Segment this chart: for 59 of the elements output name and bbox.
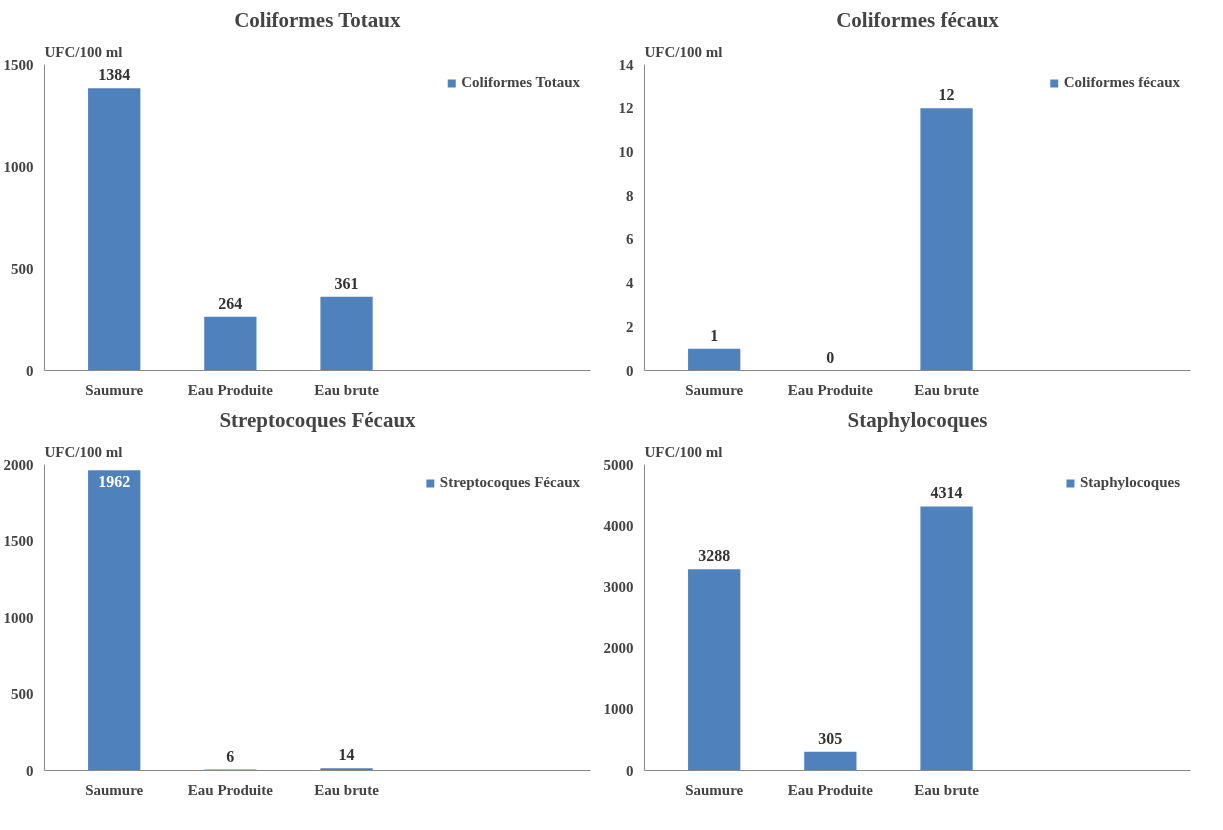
y-tick-label: 2000	[3, 456, 34, 473]
y-axis-title: UFC/100 ml	[644, 43, 723, 60]
y-tick-label: 2000	[603, 640, 634, 657]
y-tick-label: 0	[626, 362, 634, 379]
y-tick-label: 3000	[603, 578, 634, 595]
x-tick-label: Eau Produite	[187, 381, 274, 398]
data-label: 14	[338, 746, 355, 764]
y-tick-label: 0	[26, 762, 34, 779]
data-label: 12	[938, 86, 955, 104]
chart-title: Coliformes Totaux	[234, 7, 401, 32]
data-label: 1384	[98, 66, 131, 84]
y-tick-label: 1000	[3, 609, 34, 626]
y-tick-label: 1500	[3, 533, 34, 549]
y-tick-label: 14	[618, 56, 634, 73]
x-tick-label: Eau brute	[314, 381, 380, 398]
data-label: 264	[218, 294, 243, 312]
y-axis-title: UFC/100 ml	[44, 43, 123, 60]
x-tick-label: Saumure	[685, 781, 744, 798]
legend-label: Staphylocoques	[1079, 474, 1180, 491]
y-tick-label: 6	[626, 231, 634, 248]
y-tick-label: 5000	[603, 456, 634, 473]
y-tick-label: 2	[626, 318, 634, 335]
x-tick-label: Eau Produite	[787, 381, 874, 398]
chart-title: Coliformes fécaux	[836, 7, 1000, 32]
y-tick-label: 0	[626, 762, 634, 779]
legend-label: Streptocoques Fécaux	[439, 474, 580, 491]
data-label: 1962	[98, 473, 131, 491]
data-label: 3288	[698, 547, 731, 565]
x-tick-label: Eau Produite	[187, 781, 274, 798]
data-label: 6	[226, 747, 235, 765]
y-axis-title: UFC/100 ml	[44, 443, 123, 460]
data-label: 4314	[930, 484, 963, 502]
x-tick-label: Saumure	[85, 781, 144, 798]
y-tick-label: 12	[618, 100, 634, 117]
data-label: 1	[710, 326, 719, 344]
y-tick-label: 500	[11, 686, 34, 702]
y-tick-label: 0	[26, 362, 34, 379]
x-tick-label: Saumure	[685, 381, 744, 398]
x-tick-label: Eau brute	[914, 781, 980, 798]
x-tick-label: Eau brute	[914, 381, 980, 398]
y-tick-label: 4	[626, 275, 634, 292]
x-tick-label: Saumure	[85, 381, 144, 398]
y-tick-label: 10	[618, 143, 634, 160]
y-tick-label: 500	[11, 260, 34, 277]
y-tick-label: 4000	[603, 517, 634, 534]
y-tick-label: 8	[626, 187, 634, 204]
data-label: 305	[818, 729, 843, 747]
x-tick-label: Eau Produite	[787, 781, 874, 798]
legend-label: Coliformes Totaux	[461, 74, 580, 91]
y-tick-label: 1500	[3, 56, 34, 73]
y-tick-label: 1000	[603, 701, 634, 718]
y-tick-label: 1000	[3, 158, 34, 175]
y-axis-title: UFC/100 ml	[644, 443, 723, 460]
legend-label: Coliformes fécaux	[1063, 74, 1180, 91]
data-label: 361	[334, 274, 359, 292]
chart-title: Staphylocoques	[847, 407, 988, 432]
x-tick-label: Eau brute	[314, 781, 380, 798]
chart-title: Streptocoques Fécaux	[219, 407, 417, 432]
data-label: 0	[826, 348, 835, 366]
